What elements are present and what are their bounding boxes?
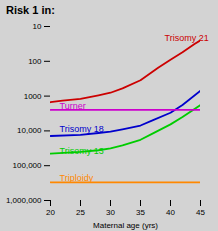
html-text:Risk 1 in:: Risk 1 in:: [6, 4, 55, 16]
svg-text:Trisomy 13: Trisomy 13: [60, 146, 104, 156]
svg-text:1000: 1000: [24, 92, 42, 101]
svg-text:35: 35: [136, 208, 145, 217]
svg-text:Triploidy: Triploidy: [60, 172, 94, 182]
svg-text:20: 20: [46, 208, 55, 217]
svg-text:30: 30: [106, 208, 115, 217]
svg-text:Maternal age (yrs): Maternal age (yrs): [93, 221, 158, 230]
svg-text:40: 40: [166, 208, 175, 217]
svg-text:100: 100: [28, 57, 42, 66]
svg-text:Trisomy 18: Trisomy 18: [60, 124, 104, 134]
svg-text:100,000: 100,000: [13, 161, 42, 170]
svg-text:25: 25: [76, 208, 85, 217]
svg-text:Turner: Turner: [60, 101, 86, 111]
svg-text:1,000,000: 1,000,000: [6, 196, 42, 205]
svg-text:Trisomy 21: Trisomy 21: [165, 33, 209, 43]
svg-text:10: 10: [33, 22, 42, 31]
svg-text:45: 45: [196, 208, 205, 217]
svg-text:10,000: 10,000: [17, 126, 42, 135]
